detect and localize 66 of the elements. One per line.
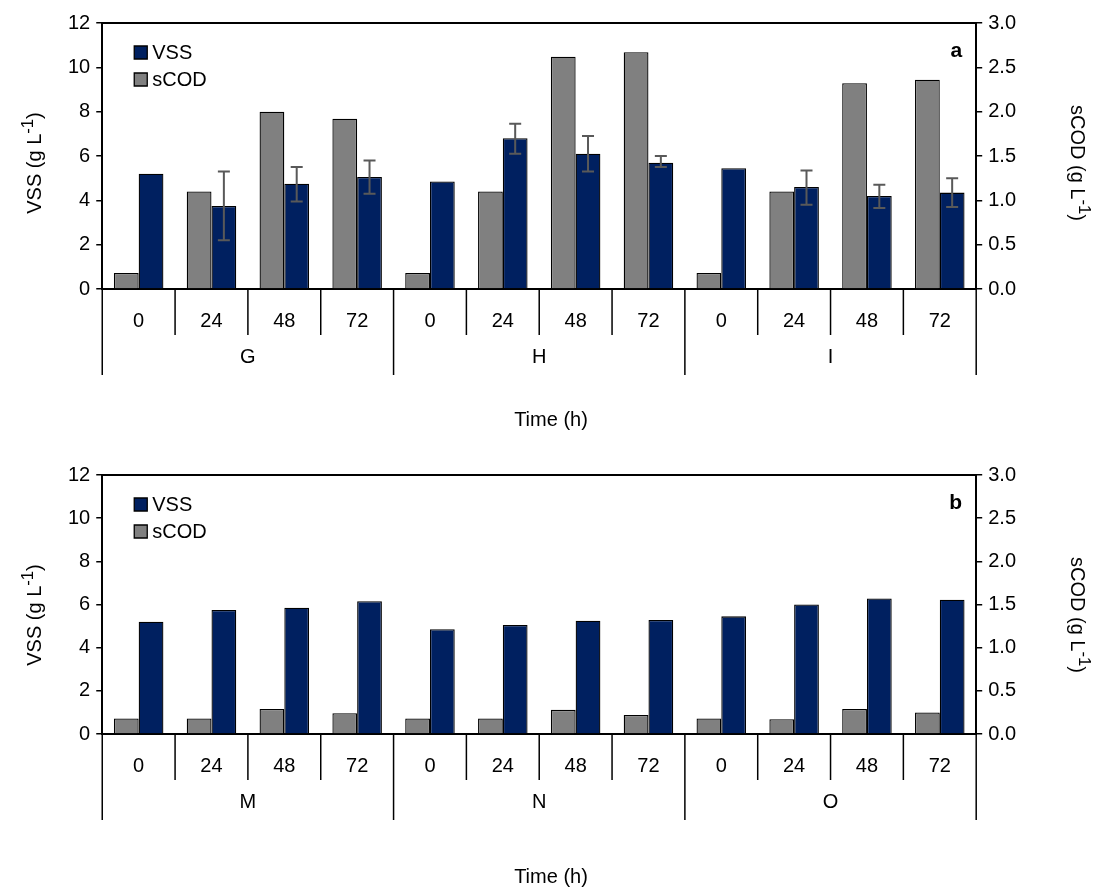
y-tick-label: 4 xyxy=(79,635,91,658)
y-tick-label: 2 xyxy=(79,678,91,701)
y-tick-label: 0 xyxy=(79,276,91,299)
annotation: b xyxy=(949,489,963,513)
y-tick-label: 4 xyxy=(79,187,91,210)
x-tick-label: 48 xyxy=(273,753,296,776)
y-tick-label: 10 xyxy=(68,505,91,528)
y-tick-label: 12 xyxy=(68,462,91,485)
x-tick-label: 0 xyxy=(133,753,145,776)
text: I xyxy=(827,344,834,367)
y2-tick-label: 0.5 xyxy=(988,678,1017,701)
x-tick-label: 48 xyxy=(273,308,296,331)
x-tick-label: 0 xyxy=(424,308,436,331)
y-tick-label: 6 xyxy=(79,592,91,615)
y2-tick-label: 2.0 xyxy=(988,548,1017,571)
x-tick-label: 48 xyxy=(564,308,587,331)
y2-tick-label: 1.0 xyxy=(988,635,1017,658)
y2-tick-label: 1.5 xyxy=(988,592,1017,615)
x-tick-label: 24 xyxy=(491,308,514,331)
x-tick-label: 72 xyxy=(928,308,951,331)
text: N xyxy=(532,789,547,812)
x-axis-title: Time (h) xyxy=(513,865,589,888)
y2-tick-label: 3.0 xyxy=(988,462,1017,485)
y2-tick-label: 0.0 xyxy=(988,721,1017,744)
y2-tick-label: 2.5 xyxy=(988,54,1017,77)
x-tick-label: 0 xyxy=(715,308,727,331)
annotation: a xyxy=(950,37,963,61)
x-tick-label: 72 xyxy=(928,753,951,776)
x-tick-label: 24 xyxy=(491,753,514,776)
y2-tick-label: 0.5 xyxy=(988,232,1017,255)
legend-label: sCOD xyxy=(152,519,207,542)
x-tick-label: 24 xyxy=(200,308,223,331)
y2-tick-label: 2.5 xyxy=(988,505,1017,528)
y2-tick-label: 0.0 xyxy=(988,276,1017,299)
x-tick-label: 72 xyxy=(346,753,369,776)
x-tick-label: 72 xyxy=(637,308,660,331)
x-tick-label: 48 xyxy=(855,308,879,331)
legend-label: VSS xyxy=(152,40,193,63)
y-tick-label: 8 xyxy=(79,99,91,122)
y-tick-label: 0 xyxy=(79,721,91,744)
y-tick-label: 8 xyxy=(79,548,91,571)
x-tick-label: 72 xyxy=(637,753,660,776)
x-tick-label: 0 xyxy=(715,753,727,776)
x-tick-label: 0 xyxy=(133,308,145,331)
legend-label: VSS xyxy=(152,492,193,515)
x-tick-label: 48 xyxy=(564,753,587,776)
x-tick-label: 24 xyxy=(200,753,223,776)
y2-tick-label: 2.0 xyxy=(988,99,1017,122)
y2-tick-label: 3.0 xyxy=(988,10,1017,33)
x-tick-label: 0 xyxy=(424,753,436,776)
x-tick-label: 72 xyxy=(346,308,369,331)
y-tick-label: 6 xyxy=(79,143,91,166)
text: G xyxy=(240,344,256,367)
y2-tick-label: 1.5 xyxy=(988,143,1017,166)
y-tick-label: 2 xyxy=(79,232,91,255)
legend-label: sCOD xyxy=(152,67,207,90)
text: H xyxy=(532,344,547,367)
text: M xyxy=(239,789,257,812)
x-tick-label: 24 xyxy=(783,308,806,331)
y-tick-label: 12 xyxy=(68,10,91,33)
y2-tick-label: 1.0 xyxy=(988,187,1017,210)
text: O xyxy=(822,789,839,812)
x-axis-title: Time (h) xyxy=(513,408,589,431)
y-tick-label: 10 xyxy=(68,54,91,77)
x-tick-label: 24 xyxy=(783,753,806,776)
x-tick-label: 48 xyxy=(855,753,879,776)
